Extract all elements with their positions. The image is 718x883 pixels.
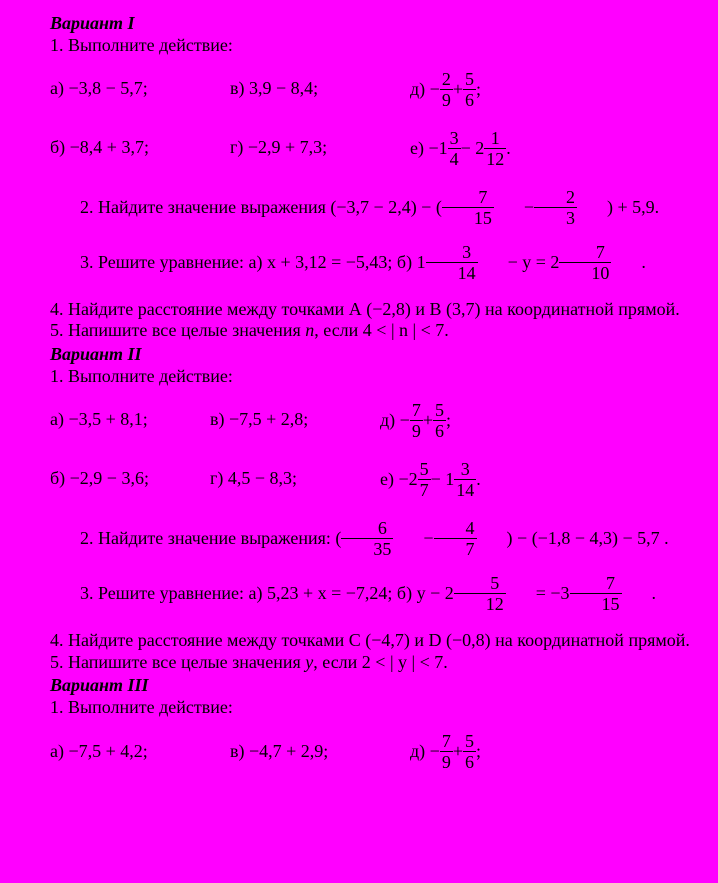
text: , если 2 < | у | < 7. bbox=[313, 652, 448, 672]
text: . bbox=[622, 584, 657, 602]
v1-q1-row1: а) −3,8 − 5,7; в) 3,9 − 8,4; д) − 29 + 5… bbox=[20, 70, 698, 109]
v3-q1-d: д) − 79 + 56 ; bbox=[410, 732, 698, 771]
text: д) − bbox=[410, 742, 440, 760]
variant-2-title: Вариант II bbox=[20, 345, 698, 365]
text: . bbox=[476, 470, 481, 488]
text: = −3 bbox=[506, 584, 570, 602]
fraction: 57 bbox=[418, 460, 431, 499]
fraction: 23 bbox=[534, 188, 577, 227]
text: 5. Напишите все целые значения bbox=[50, 652, 305, 672]
text: . bbox=[611, 253, 646, 271]
fraction: 635 bbox=[341, 519, 393, 558]
v1-q1-d: д) − 29 + 56 ; bbox=[410, 70, 698, 109]
v3-q1-v: в) −4,7 + 2,9; bbox=[230, 742, 410, 762]
text: − 1 bbox=[431, 470, 455, 488]
fraction: 79 bbox=[440, 732, 453, 771]
text: ; bbox=[476, 80, 481, 98]
v1-q2: 2. Найдите значение выражения (−3,7 − 2,… bbox=[20, 188, 698, 227]
text: д) − bbox=[410, 80, 440, 98]
text: ) − (−1,8 − 4,3) − 5,7 . bbox=[477, 529, 669, 547]
v2-q1-row1: а) −3,5 + 8,1; в) −7,5 + 2,8; д) − 79 + … bbox=[20, 401, 698, 440]
text: 5. Напишите все целые значения bbox=[50, 320, 305, 340]
v2-q1-stem: 1. Выполните действие: bbox=[20, 367, 698, 387]
v1-q1-b: б) −8,4 + 3,7; bbox=[50, 138, 230, 158]
text: . bbox=[506, 139, 511, 157]
v1-q5: 5. Напишите все целые значения n, если 4… bbox=[20, 321, 698, 341]
fraction: 56 bbox=[463, 70, 476, 109]
text: е) −2 bbox=[380, 470, 418, 488]
variant-3-title: Вариант III bbox=[20, 676, 698, 696]
fraction: 56 bbox=[463, 732, 476, 771]
v2-q1-e: е) −2 57 − 1 314 . bbox=[380, 460, 698, 499]
fraction: 715 bbox=[570, 574, 622, 613]
text: 2. Найдите значение выражения (−3,7 − 2,… bbox=[50, 198, 442, 216]
v2-q1-b: б) −2,9 − 3,6; bbox=[50, 469, 210, 489]
v1-q1-stem: 1. Выполните действие: bbox=[20, 36, 698, 56]
text: 2. Найдите значение выражения: ( bbox=[50, 529, 341, 547]
fraction: 314 bbox=[426, 243, 478, 282]
v3-q1-stem: 1. Выполните действие: bbox=[20, 698, 698, 718]
v1-q1-v: в) 3,9 − 8,4; bbox=[230, 79, 410, 99]
v1-q1-g: г) −2,9 + 7,3; bbox=[230, 138, 410, 158]
text: , если 4 < | n | < 7. bbox=[314, 320, 449, 340]
text: − bbox=[494, 198, 534, 216]
text: ; bbox=[476, 742, 481, 760]
text: е) −1 bbox=[410, 139, 448, 157]
fraction: 710 bbox=[559, 243, 611, 282]
text: − у = 2 bbox=[478, 253, 560, 271]
fraction: 314 bbox=[454, 460, 476, 499]
fraction: 34 bbox=[448, 129, 461, 168]
text: − bbox=[393, 529, 433, 547]
text: ) + 5,9. bbox=[577, 198, 659, 216]
text: + bbox=[453, 742, 463, 760]
fraction: 47 bbox=[434, 519, 477, 558]
v2-q1-a: а) −3,5 + 8,1; bbox=[50, 410, 210, 430]
v2-q1-row2: б) −2,9 − 3,6; г) 4,5 − 8,3; е) −2 57 − … bbox=[20, 460, 698, 499]
v2-q5: 5. Напишите все целые значения у, если 2… bbox=[20, 653, 698, 673]
fraction: 715 bbox=[442, 188, 494, 227]
v2-q4: 4. Найдите расстояние между точками С (−… bbox=[20, 631, 698, 651]
fraction: 512 bbox=[454, 574, 506, 613]
v2-q1-g: г) 4,5 − 8,3; bbox=[210, 469, 380, 489]
fraction: 29 bbox=[440, 70, 453, 109]
text: ; bbox=[446, 411, 451, 429]
v3-q1-a: а) −7,5 + 4,2; bbox=[50, 742, 230, 762]
var-n: n bbox=[305, 320, 314, 340]
fraction: 79 bbox=[410, 401, 423, 440]
text: 3. Решите уравнение: а) 5,23 + х = −7,24… bbox=[50, 584, 454, 602]
text: + bbox=[453, 80, 463, 98]
v1-q4: 4. Найдите расстояние между точками А (−… bbox=[20, 300, 698, 320]
variant-1-title: Вариант I bbox=[20, 14, 698, 34]
text: + bbox=[423, 411, 433, 429]
v2-q3: 3. Решите уравнение: а) 5,23 + х = −7,24… bbox=[20, 574, 698, 613]
fraction: 112 bbox=[484, 129, 506, 168]
fraction: 56 bbox=[433, 401, 446, 440]
v2-q2: 2. Найдите значение выражения: ( 635 − 4… bbox=[20, 519, 698, 558]
text: д) − bbox=[380, 411, 410, 429]
v3-q1-row1: а) −7,5 + 4,2; в) −4,7 + 2,9; д) − 79 + … bbox=[20, 732, 698, 771]
v1-q3: 3. Решите уравнение: а) х + 3,12 = −5,43… bbox=[20, 243, 698, 282]
v1-q1-a: а) −3,8 − 5,7; bbox=[50, 79, 230, 99]
text: 3. Решите уравнение: а) х + 3,12 = −5,43… bbox=[50, 253, 426, 271]
v1-q1-e: е) −1 34 − 2 112 . bbox=[410, 129, 698, 168]
v2-q1-d: д) − 79 + 56 ; bbox=[380, 401, 698, 440]
v2-q1-v: в) −7,5 + 2,8; bbox=[210, 410, 380, 430]
v1-q1-row2: б) −8,4 + 3,7; г) −2,9 + 7,3; е) −1 34 −… bbox=[20, 129, 698, 168]
text: − 2 bbox=[461, 139, 485, 157]
